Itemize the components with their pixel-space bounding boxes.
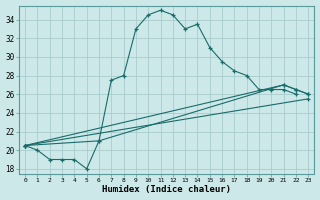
X-axis label: Humidex (Indice chaleur): Humidex (Indice chaleur): [102, 185, 231, 194]
